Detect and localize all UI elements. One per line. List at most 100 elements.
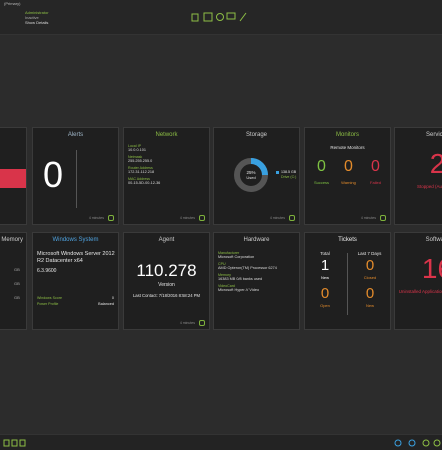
card-title: Memory: [1, 237, 23, 243]
status-icon[interactable]: [19, 439, 26, 447]
ticket-value: 0: [365, 257, 375, 274]
details-link[interactable]: Show Details: [25, 20, 49, 25]
ticket-value: 0: [365, 285, 375, 302]
tickets-card[interactable]: Tickets Total Last 7 Days 1 New 0 Open 0 Clos…: [304, 232, 391, 330]
monitor-value: 0: [344, 158, 353, 175]
card-title: Storage: [245, 132, 267, 138]
legend-swatch: [276, 171, 279, 174]
card-title: Monitors: [335, 132, 359, 138]
tool-icon[interactable]: [191, 13, 199, 22]
donut-used: [234, 158, 268, 192]
ticket-value: 1: [320, 257, 330, 274]
field-label: Netmask: [128, 155, 143, 159]
last-contact: Last Contact: 7/18/2016 8:58:24 PM: [132, 293, 201, 298]
card-title: Services: [425, 132, 442, 138]
field-label: VideoCard: [218, 284, 235, 288]
header: [0, 0, 442, 35]
version-label: Version: [158, 282, 175, 288]
services-card[interactable]: Services 2 Stopped (Automatic) 4 minutes: [394, 127, 442, 225]
tool-icon[interactable]: [203, 12, 213, 22]
ticket-label: Closed: [363, 275, 377, 280]
monitors-card[interactable]: Monitors Remote Monitors 0 Success 0 Warnin…: [304, 127, 391, 225]
status-icon[interactable]: [422, 439, 430, 447]
field-value: 172.31.112.218: [128, 170, 155, 174]
field-label: MAC Address: [128, 177, 150, 181]
tool-icon[interactable]: [226, 12, 236, 20]
status-icon[interactable]: [394, 439, 402, 447]
footer: 4 minutes: [269, 216, 285, 220]
field-label: Power Profile: [37, 302, 59, 306]
donut-label: 25%: [246, 170, 256, 175]
field-value: AMD Opteron(TM) Processor 6274: [218, 266, 277, 270]
week-label: Last 7 Days: [357, 251, 382, 256]
status-icon[interactable]: [11, 439, 18, 447]
donut-caption: Used: [246, 175, 256, 180]
icon: [199, 215, 205, 221]
ticket-value: 0: [320, 285, 330, 302]
software-count: 16: [421, 253, 442, 284]
status-icon[interactable]: [3, 439, 10, 447]
field-value: 255.255.255.0: [128, 159, 153, 163]
card-title: Agent: [158, 237, 175, 243]
field-label: Local IP: [128, 144, 141, 148]
tool-icon[interactable]: [239, 12, 247, 22]
network-card[interactable]: Network Local IP 10.0.0.101 Netmask 255.255…: [123, 127, 210, 225]
field-list: Manufacturer Microsoft Corporation CPU AMD …: [218, 251, 277, 295]
field-label: CPU: [218, 262, 226, 266]
alerts-card[interactable]: Alerts 0 4 minutes: [32, 127, 119, 225]
field-value: 16383 MB 0/8 banks used: [218, 277, 263, 281]
footer: 4 minutes: [179, 321, 195, 325]
partial-card: [0, 127, 27, 225]
hardware-card[interactable]: Hardware Manufacturer Microsoft Corporati…: [213, 232, 300, 330]
card-title: Software: [425, 237, 442, 243]
card-title: Hardware: [243, 237, 270, 243]
status-icon[interactable]: [408, 439, 416, 447]
monitor-label: Warning: [341, 180, 356, 185]
software-card[interactable]: Software 16 Uninstalled Applications: [394, 232, 442, 330]
legend-drive: Drive (C:): [281, 175, 297, 179]
ticket-label: Open: [320, 303, 330, 308]
field-value: 10.0.0.101: [128, 148, 146, 152]
services-caption: Stopped (Automatic): [416, 184, 442, 189]
divider: [76, 150, 77, 208]
tool-icon[interactable]: [216, 13, 224, 21]
status-bar: [0, 434, 442, 450]
agent-version: 110.278: [136, 261, 197, 280]
field-label: Manufacturer: [218, 251, 240, 255]
card-title: Network: [155, 132, 178, 138]
windows-card[interactable]: Windows System Microsoft Windows Server …: [32, 232, 119, 330]
divider: [347, 253, 348, 315]
icon: [380, 215, 386, 221]
subtitle: Remote Monitors: [330, 145, 365, 150]
agent-card[interactable]: Agent 110.278 Version Last Contact: 7/18…: [123, 232, 210, 330]
field-value: 0: [111, 296, 114, 300]
monitor-value: 0: [371, 158, 380, 175]
icon: [289, 215, 295, 221]
memory-card[interactable]: Memory GB GB GB: [0, 232, 27, 330]
red-bar: [0, 169, 26, 188]
card-title: Alerts: [67, 132, 84, 138]
footer: 4 minutes: [179, 216, 195, 220]
footer: 4 minutes: [360, 216, 376, 220]
os-build: 6.3.9600: [37, 268, 57, 274]
monitor-label: Success: [313, 180, 330, 185]
field-label: Router Address: [128, 166, 153, 170]
field-value: Microsoft Corporation: [218, 255, 255, 259]
monitor-value: 0: [317, 158, 326, 175]
user: Administrator: [25, 10, 49, 15]
field-value: Balanced: [98, 302, 114, 306]
legend-size: 138.5 GB: [281, 170, 297, 174]
status-icon[interactable]: [433, 439, 441, 447]
field-list: Local IP 10.0.0.101 Netmask 255.255.255.0 Ro…: [128, 144, 160, 188]
software-caption: Uninstalled Applications: [398, 289, 442, 294]
monitor-label: Failed: [370, 180, 381, 185]
memory-row: GB: [14, 295, 20, 300]
card-title: Windows System: [52, 237, 99, 243]
alerts-count: 0: [43, 154, 64, 195]
field-value: Microsoft Hyper-V Video: [218, 288, 260, 292]
card-title: Tickets: [338, 237, 357, 243]
storage-card[interactable]: Storage 25% Used 138.5 GB Drive (C:) 4 m…: [213, 127, 300, 225]
total-label: Total: [320, 251, 330, 256]
ticket-label: New: [365, 303, 374, 308]
